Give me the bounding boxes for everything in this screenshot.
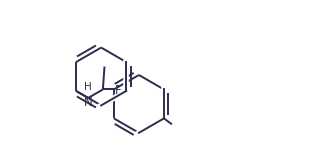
Text: N: N: [84, 96, 93, 109]
Text: H: H: [84, 82, 92, 92]
Text: F: F: [115, 85, 122, 97]
